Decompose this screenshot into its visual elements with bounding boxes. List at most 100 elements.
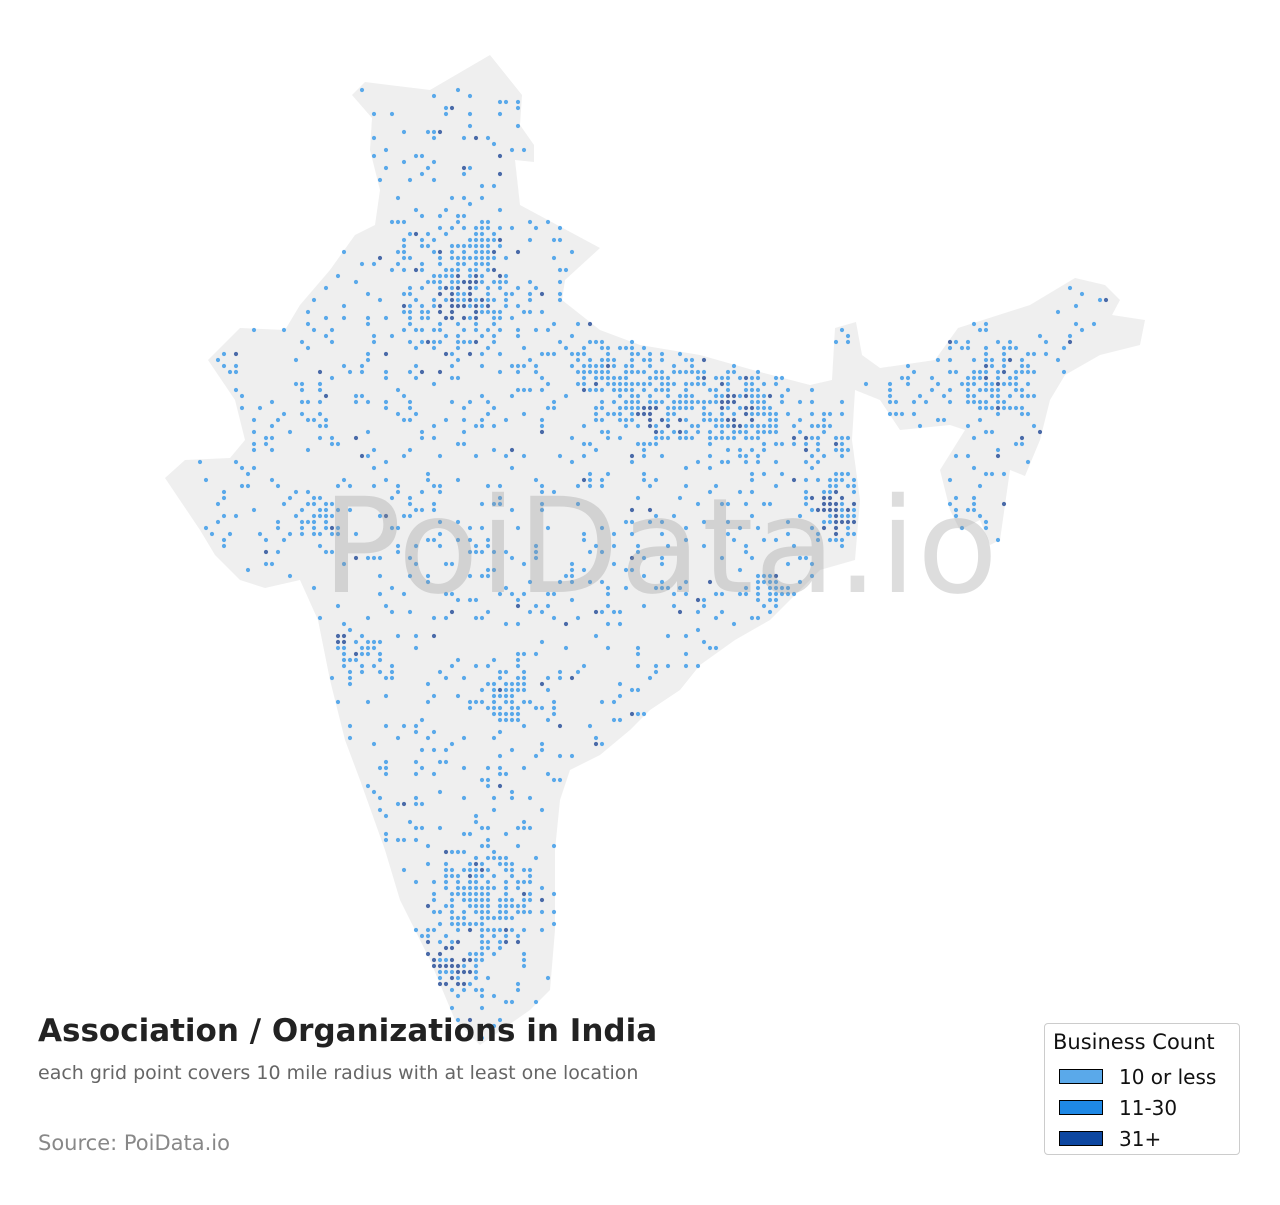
grid-point (533, 753, 539, 759)
grid-point (473, 921, 479, 927)
grid-point (443, 945, 449, 951)
grid-point (1031, 351, 1037, 357)
grid-point (413, 927, 419, 933)
grid-point (809, 507, 815, 513)
grid-point (401, 249, 407, 255)
grid-point (677, 351, 683, 357)
grid-point (737, 453, 743, 459)
grid-point (251, 447, 257, 453)
grid-point (983, 405, 989, 411)
grid-point (449, 285, 455, 291)
grid-point (581, 351, 587, 357)
grid-point (743, 459, 749, 465)
grid-point (491, 681, 497, 687)
grid-point (1067, 285, 1073, 291)
grid-point (443, 747, 449, 753)
legend-item-high: 31+ (1053, 1123, 1231, 1154)
grid-point (497, 351, 503, 357)
grid-point (473, 879, 479, 885)
grid-point (335, 603, 341, 609)
grid-point (683, 483, 689, 489)
grid-point (383, 813, 389, 819)
grid-point (503, 255, 509, 261)
grid-point (455, 219, 461, 225)
grid-point (737, 429, 743, 435)
grid-point (611, 399, 617, 405)
grid-point (641, 573, 647, 579)
grid-point (431, 507, 437, 513)
grid-point (461, 675, 467, 681)
grid-point (539, 747, 545, 753)
grid-point (419, 765, 425, 771)
grid-point (839, 519, 845, 525)
grid-point (617, 411, 623, 417)
grid-point (695, 429, 701, 435)
grid-point (473, 135, 479, 141)
grid-point (407, 303, 413, 309)
grid-point (587, 549, 593, 555)
grid-point (443, 759, 449, 765)
grid-point (731, 423, 737, 429)
grid-point (953, 453, 959, 459)
grid-point (623, 519, 629, 525)
grid-point (407, 177, 413, 183)
grid-point (455, 519, 461, 525)
grid-point (527, 309, 533, 315)
grid-point (587, 477, 593, 483)
grid-point (401, 237, 407, 243)
grid-point (437, 825, 443, 831)
grid-point (737, 525, 743, 531)
grid-point (707, 489, 713, 495)
grid-point (395, 195, 401, 201)
grid-point (455, 693, 461, 699)
grid-point (449, 561, 455, 567)
grid-point (467, 873, 473, 879)
grid-point (653, 369, 659, 375)
grid-point (491, 549, 497, 555)
grid-point (557, 579, 563, 585)
grid-point (557, 291, 563, 297)
grid-point (473, 339, 479, 345)
grid-point (509, 465, 515, 471)
grid-point (353, 651, 359, 657)
grid-point (743, 387, 749, 393)
grid-point (977, 327, 983, 333)
grid-point (491, 267, 497, 273)
grid-point (629, 711, 635, 717)
grid-point (503, 273, 509, 279)
grid-point (503, 891, 509, 897)
grid-point (749, 417, 755, 423)
grid-point (413, 153, 419, 159)
grid-point (485, 411, 491, 417)
grid-point (485, 483, 491, 489)
grid-point (419, 303, 425, 309)
grid-point (749, 435, 755, 441)
grid-point (473, 327, 479, 333)
grid-point (545, 717, 551, 723)
grid-point (479, 891, 485, 897)
grid-point (443, 963, 449, 969)
grid-point (551, 921, 557, 927)
grid-point (557, 453, 563, 459)
grid-point (599, 429, 605, 435)
grid-point (617, 681, 623, 687)
grid-point (983, 369, 989, 375)
grid-point (755, 405, 761, 411)
grid-point (497, 153, 503, 159)
grid-point (503, 717, 509, 723)
grid-point (515, 105, 521, 111)
grid-point (809, 495, 815, 501)
grid-point (839, 327, 845, 333)
grid-point (683, 369, 689, 375)
grid-point (701, 417, 707, 423)
grid-point (497, 327, 503, 333)
grid-point (539, 423, 545, 429)
grid-point (455, 321, 461, 327)
grid-point (977, 387, 983, 393)
grid-point (611, 387, 617, 393)
grid-point (539, 681, 545, 687)
grid-point (461, 831, 467, 837)
grid-point (689, 357, 695, 363)
grid-point (599, 699, 605, 705)
grid-point (761, 429, 767, 435)
